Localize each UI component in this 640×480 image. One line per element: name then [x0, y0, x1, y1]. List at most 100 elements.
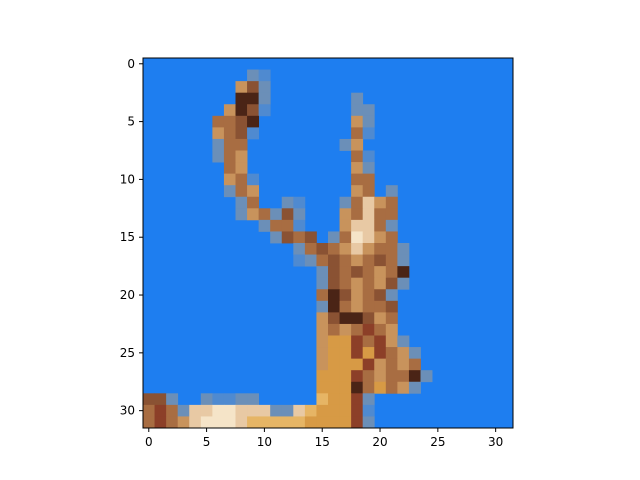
image-pixel	[328, 277, 340, 290]
image-pixel	[351, 254, 364, 267]
image-pixel	[235, 416, 248, 429]
image-pixel	[247, 416, 260, 429]
image-pixel	[247, 208, 260, 221]
image-pixel	[351, 219, 364, 232]
image-pixel	[154, 404, 167, 417]
image-pixel	[362, 243, 375, 255]
image-pixel	[235, 393, 248, 406]
image-pixel	[339, 347, 352, 360]
image-pixel	[351, 404, 364, 417]
image-pixel	[339, 196, 352, 209]
image-pixel	[328, 335, 340, 348]
image-pixel	[385, 219, 398, 232]
image-pixel	[293, 416, 306, 429]
image-pixel	[362, 381, 375, 394]
image-pixel	[351, 127, 364, 140]
axes-frame	[142, 57, 514, 429]
image-pixel	[385, 347, 398, 360]
image-pixel	[247, 173, 260, 186]
image-pixel	[351, 358, 364, 371]
image-pixel	[223, 138, 236, 151]
image-pixel	[316, 243, 329, 255]
image-pixel	[339, 381, 352, 394]
image-pixel	[281, 231, 294, 244]
image-pixel	[281, 404, 294, 417]
image-pixel	[212, 416, 225, 429]
image-pixel	[385, 370, 398, 383]
image-pixel	[385, 254, 398, 267]
image-pixel	[362, 173, 375, 186]
image-pixel	[351, 370, 364, 383]
image-pixel	[154, 393, 167, 406]
image-pixel	[316, 266, 329, 279]
image-pixel	[351, 347, 364, 360]
image-pixel	[223, 173, 236, 186]
image-pixel	[351, 162, 364, 175]
image-pixel	[270, 404, 283, 417]
image-pixel	[223, 104, 236, 117]
image-pixel	[235, 81, 248, 94]
image-pixel	[362, 185, 375, 198]
image-pixel	[351, 231, 364, 244]
image-pixel	[316, 358, 329, 371]
image-pixel	[374, 289, 387, 302]
image-pixel	[385, 358, 398, 371]
image-pixel	[328, 254, 340, 267]
image-pixel	[328, 323, 340, 336]
image-pixel	[351, 104, 364, 117]
image-pixel	[339, 300, 352, 313]
image-pixel	[189, 416, 202, 429]
image-pixel	[328, 289, 340, 302]
image-pixel	[374, 266, 387, 279]
image-pixel	[362, 335, 375, 348]
x-tick-label: 20	[372, 435, 387, 449]
image-pixel	[397, 347, 410, 360]
image-pixel	[223, 393, 236, 406]
image-pixel	[362, 208, 375, 221]
image-pixel	[351, 243, 364, 255]
image-pixel	[304, 231, 317, 244]
image-pixel	[362, 358, 375, 371]
image-pixel	[235, 162, 248, 175]
image-pixel	[397, 277, 410, 290]
image-pixel	[339, 208, 352, 221]
image-pixel	[374, 323, 387, 336]
image-pixel	[258, 92, 271, 105]
image-pixel	[166, 393, 179, 406]
image-pixel	[328, 358, 340, 371]
image-pixel	[351, 115, 364, 128]
image-pixel	[374, 243, 387, 255]
image-pixel	[374, 254, 387, 267]
image-pixel	[258, 104, 271, 117]
image-pixel	[385, 289, 398, 302]
image-pixel	[351, 150, 364, 163]
x-tick-label: 30	[488, 435, 503, 449]
image-pixel	[304, 416, 317, 429]
image-pixel	[316, 393, 329, 406]
y-tick-label: 5	[127, 115, 135, 129]
image-pixel	[385, 277, 398, 290]
image-pixel	[339, 312, 352, 325]
image-pixel	[339, 231, 352, 244]
image-pixel	[374, 312, 387, 325]
image-pixel	[247, 393, 260, 406]
image-pixel	[339, 416, 352, 429]
image-pixel	[397, 358, 410, 371]
image-pixel	[281, 196, 294, 209]
image-pixel	[339, 335, 352, 348]
image-pixel	[258, 69, 271, 82]
image-pixel	[247, 81, 260, 94]
image-pixel	[293, 231, 306, 244]
image-pixel	[212, 393, 225, 406]
image-pixel	[235, 196, 248, 209]
image-pixel	[339, 323, 352, 336]
image-pixel	[351, 323, 364, 336]
image-pixel	[316, 404, 329, 417]
image-pixel	[339, 370, 352, 383]
image-pixel	[385, 381, 398, 394]
image-pixel	[362, 115, 375, 128]
image-pixel	[351, 185, 364, 198]
image-pixel	[212, 404, 225, 417]
image-pixel	[351, 196, 364, 209]
image-pixel	[339, 243, 352, 255]
